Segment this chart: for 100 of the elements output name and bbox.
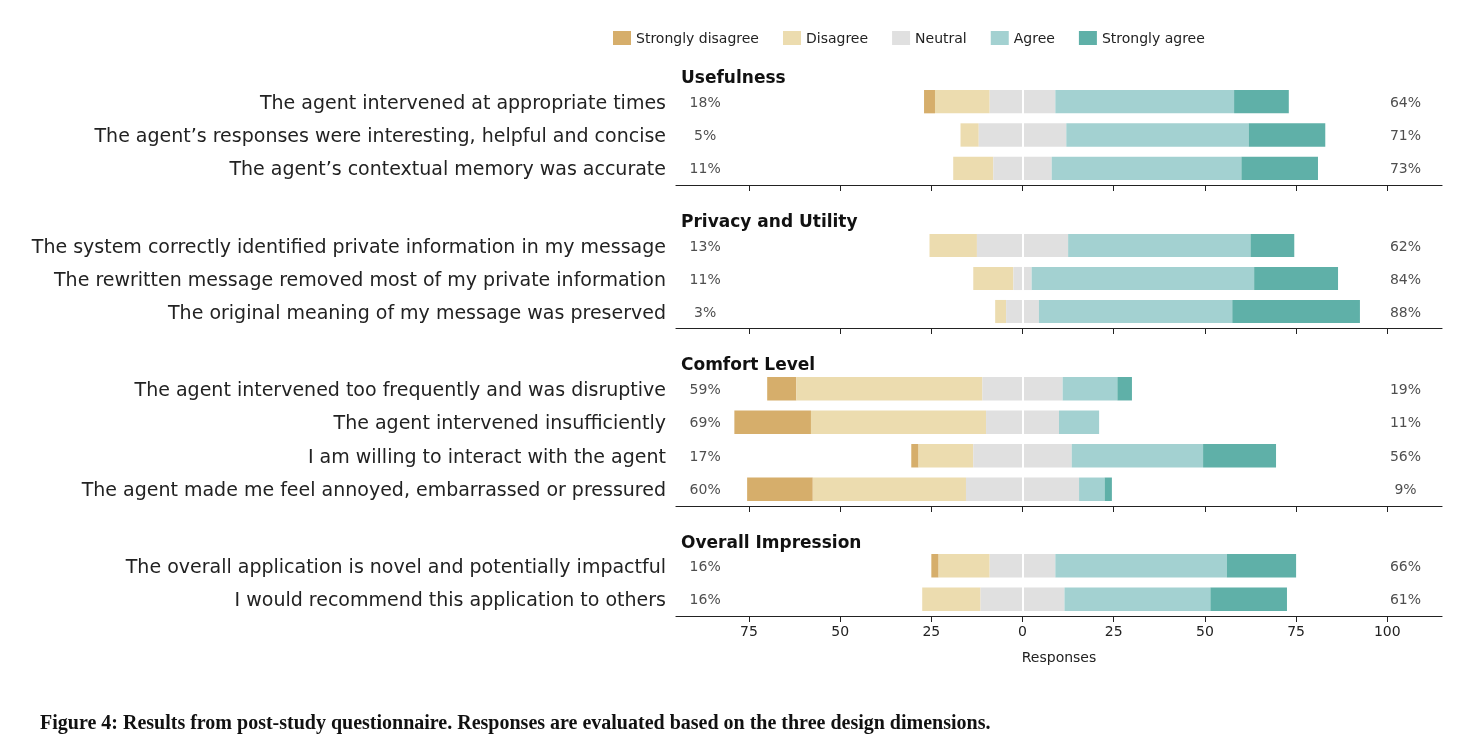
bar: [1059, 410, 1100, 434]
bar: [1055, 90, 1235, 114]
bar: [989, 90, 1056, 114]
bar: [934, 90, 990, 114]
bar: [986, 410, 1059, 434]
bar: [1210, 587, 1287, 611]
bar: [1254, 266, 1339, 291]
annotation: 71%: [1389, 127, 1422, 143]
bar: [931, 554, 939, 578]
bar: [1038, 299, 1233, 324]
y-tick-label: I would recommend this application to others: [234, 588, 666, 611]
annotation: 60%: [689, 481, 721, 498]
annotation: 17%: [689, 447, 721, 464]
bar: [1117, 377, 1132, 401]
y-tick-label: The agent’s contextual memory was accurate: [228, 157, 666, 180]
x-tick-label: 75: [1287, 623, 1306, 639]
y-tick-label: The agent’s responses were interesting, helpful and concise: [93, 124, 666, 146]
bar: [810, 410, 987, 434]
bar: [1248, 123, 1326, 147]
annotation: 64%: [1389, 93, 1422, 110]
y-tick-label: The agent intervened at appropriate times: [258, 90, 666, 113]
bar: [1066, 123, 1249, 147]
bar: [767, 377, 797, 401]
annotation: 66%: [1389, 557, 1422, 574]
x-axis-title: Responses: [1021, 649, 1097, 665]
annotation: 13%: [689, 237, 721, 254]
bar: [1232, 299, 1360, 324]
annotation: 73%: [1389, 160, 1422, 177]
bar: [929, 233, 977, 258]
legend-label: Strongly agree: [1101, 30, 1205, 46]
chart-title: Usefulness: [681, 66, 786, 87]
bar: [1226, 554, 1297, 578]
bar: [965, 477, 1080, 501]
bar: [922, 587, 981, 611]
chart-title: Comfort Level: [681, 353, 816, 374]
annotation: 3%: [694, 303, 717, 320]
bar: [747, 477, 813, 501]
annotation: 16%: [689, 557, 721, 574]
x-tick-label: 50: [831, 623, 850, 639]
chart-title: Overall Impression: [681, 531, 862, 552]
x-tick-label: 75: [740, 623, 758, 639]
legend-label: Agree: [1013, 30, 1055, 46]
bar: [1051, 156, 1242, 180]
y-tick-label: The agent intervened insufficiently: [332, 411, 666, 434]
bar: [796, 377, 983, 401]
bar: [980, 587, 1065, 611]
annotation: 69%: [689, 414, 721, 431]
x-tick-label: 0: [1018, 623, 1027, 639]
annotation: 62%: [1389, 237, 1422, 254]
bar: [1031, 266, 1255, 291]
annotation: 61%: [1389, 591, 1422, 608]
y-tick-label: The overall application is novel and potentially impactful: [124, 554, 666, 577]
bar: [989, 554, 1056, 578]
x-tick-label: 50: [1195, 623, 1214, 639]
annotation: 84%: [1389, 270, 1422, 287]
annotation: 18%: [689, 93, 721, 110]
bar: [812, 477, 966, 501]
bar: [938, 554, 990, 578]
x-tick-label: 100: [1373, 623, 1401, 639]
annotation: 56%: [1389, 447, 1422, 464]
annotation: 59%: [689, 380, 721, 397]
y-tick-label: I am willing to interact with the agent: [307, 444, 666, 467]
bar: [1234, 90, 1289, 114]
bar: [918, 444, 974, 468]
bar: [995, 299, 1007, 324]
x-tick-label: 25: [1104, 623, 1123, 639]
annotation: 5%: [694, 127, 717, 143]
y-tick-label: The system correctly identified private information in my message: [30, 234, 666, 257]
bar: [1068, 233, 1251, 258]
legend-label: Strongly disagree: [636, 30, 759, 46]
bar: [1064, 587, 1211, 611]
bar: [1079, 477, 1105, 501]
annotation: 11%: [689, 160, 721, 177]
bar: [960, 123, 979, 147]
x-tick-label: 25: [922, 623, 941, 639]
y-tick-label: The agent made me feel annoyed, embarrassed or pressured: [80, 478, 666, 501]
bar: [1055, 554, 1227, 578]
bar: [973, 266, 1014, 291]
bar: [973, 444, 1072, 468]
annotation: 11%: [1389, 414, 1422, 431]
bar: [1104, 477, 1112, 501]
y-tick-label: The rewritten message removed most of my private information: [53, 267, 666, 290]
bar: [734, 410, 811, 434]
chart-title: Privacy and Utility: [681, 210, 858, 231]
legend-label: Disagree: [805, 30, 869, 46]
annotation: 16%: [689, 591, 721, 608]
bar: [978, 123, 1067, 147]
bar: [1062, 377, 1118, 401]
bar: [911, 444, 919, 468]
annotation: 11%: [689, 270, 721, 287]
annotation: 9%: [1394, 481, 1417, 498]
annotation: 88%: [1389, 303, 1422, 320]
annotation: 19%: [1389, 380, 1422, 397]
y-tick-label: The agent intervened too frequently and was disruptive: [133, 377, 666, 400]
bar: [1203, 444, 1277, 468]
caption: Figure 4: Results from post-study questionnaire. Responses are evaluated based on the three design dimensions.: [40, 711, 991, 734]
bar: [953, 156, 994, 180]
legend-label: Neutral: [915, 30, 967, 46]
bar: [1250, 233, 1295, 258]
bar: [976, 233, 1069, 258]
